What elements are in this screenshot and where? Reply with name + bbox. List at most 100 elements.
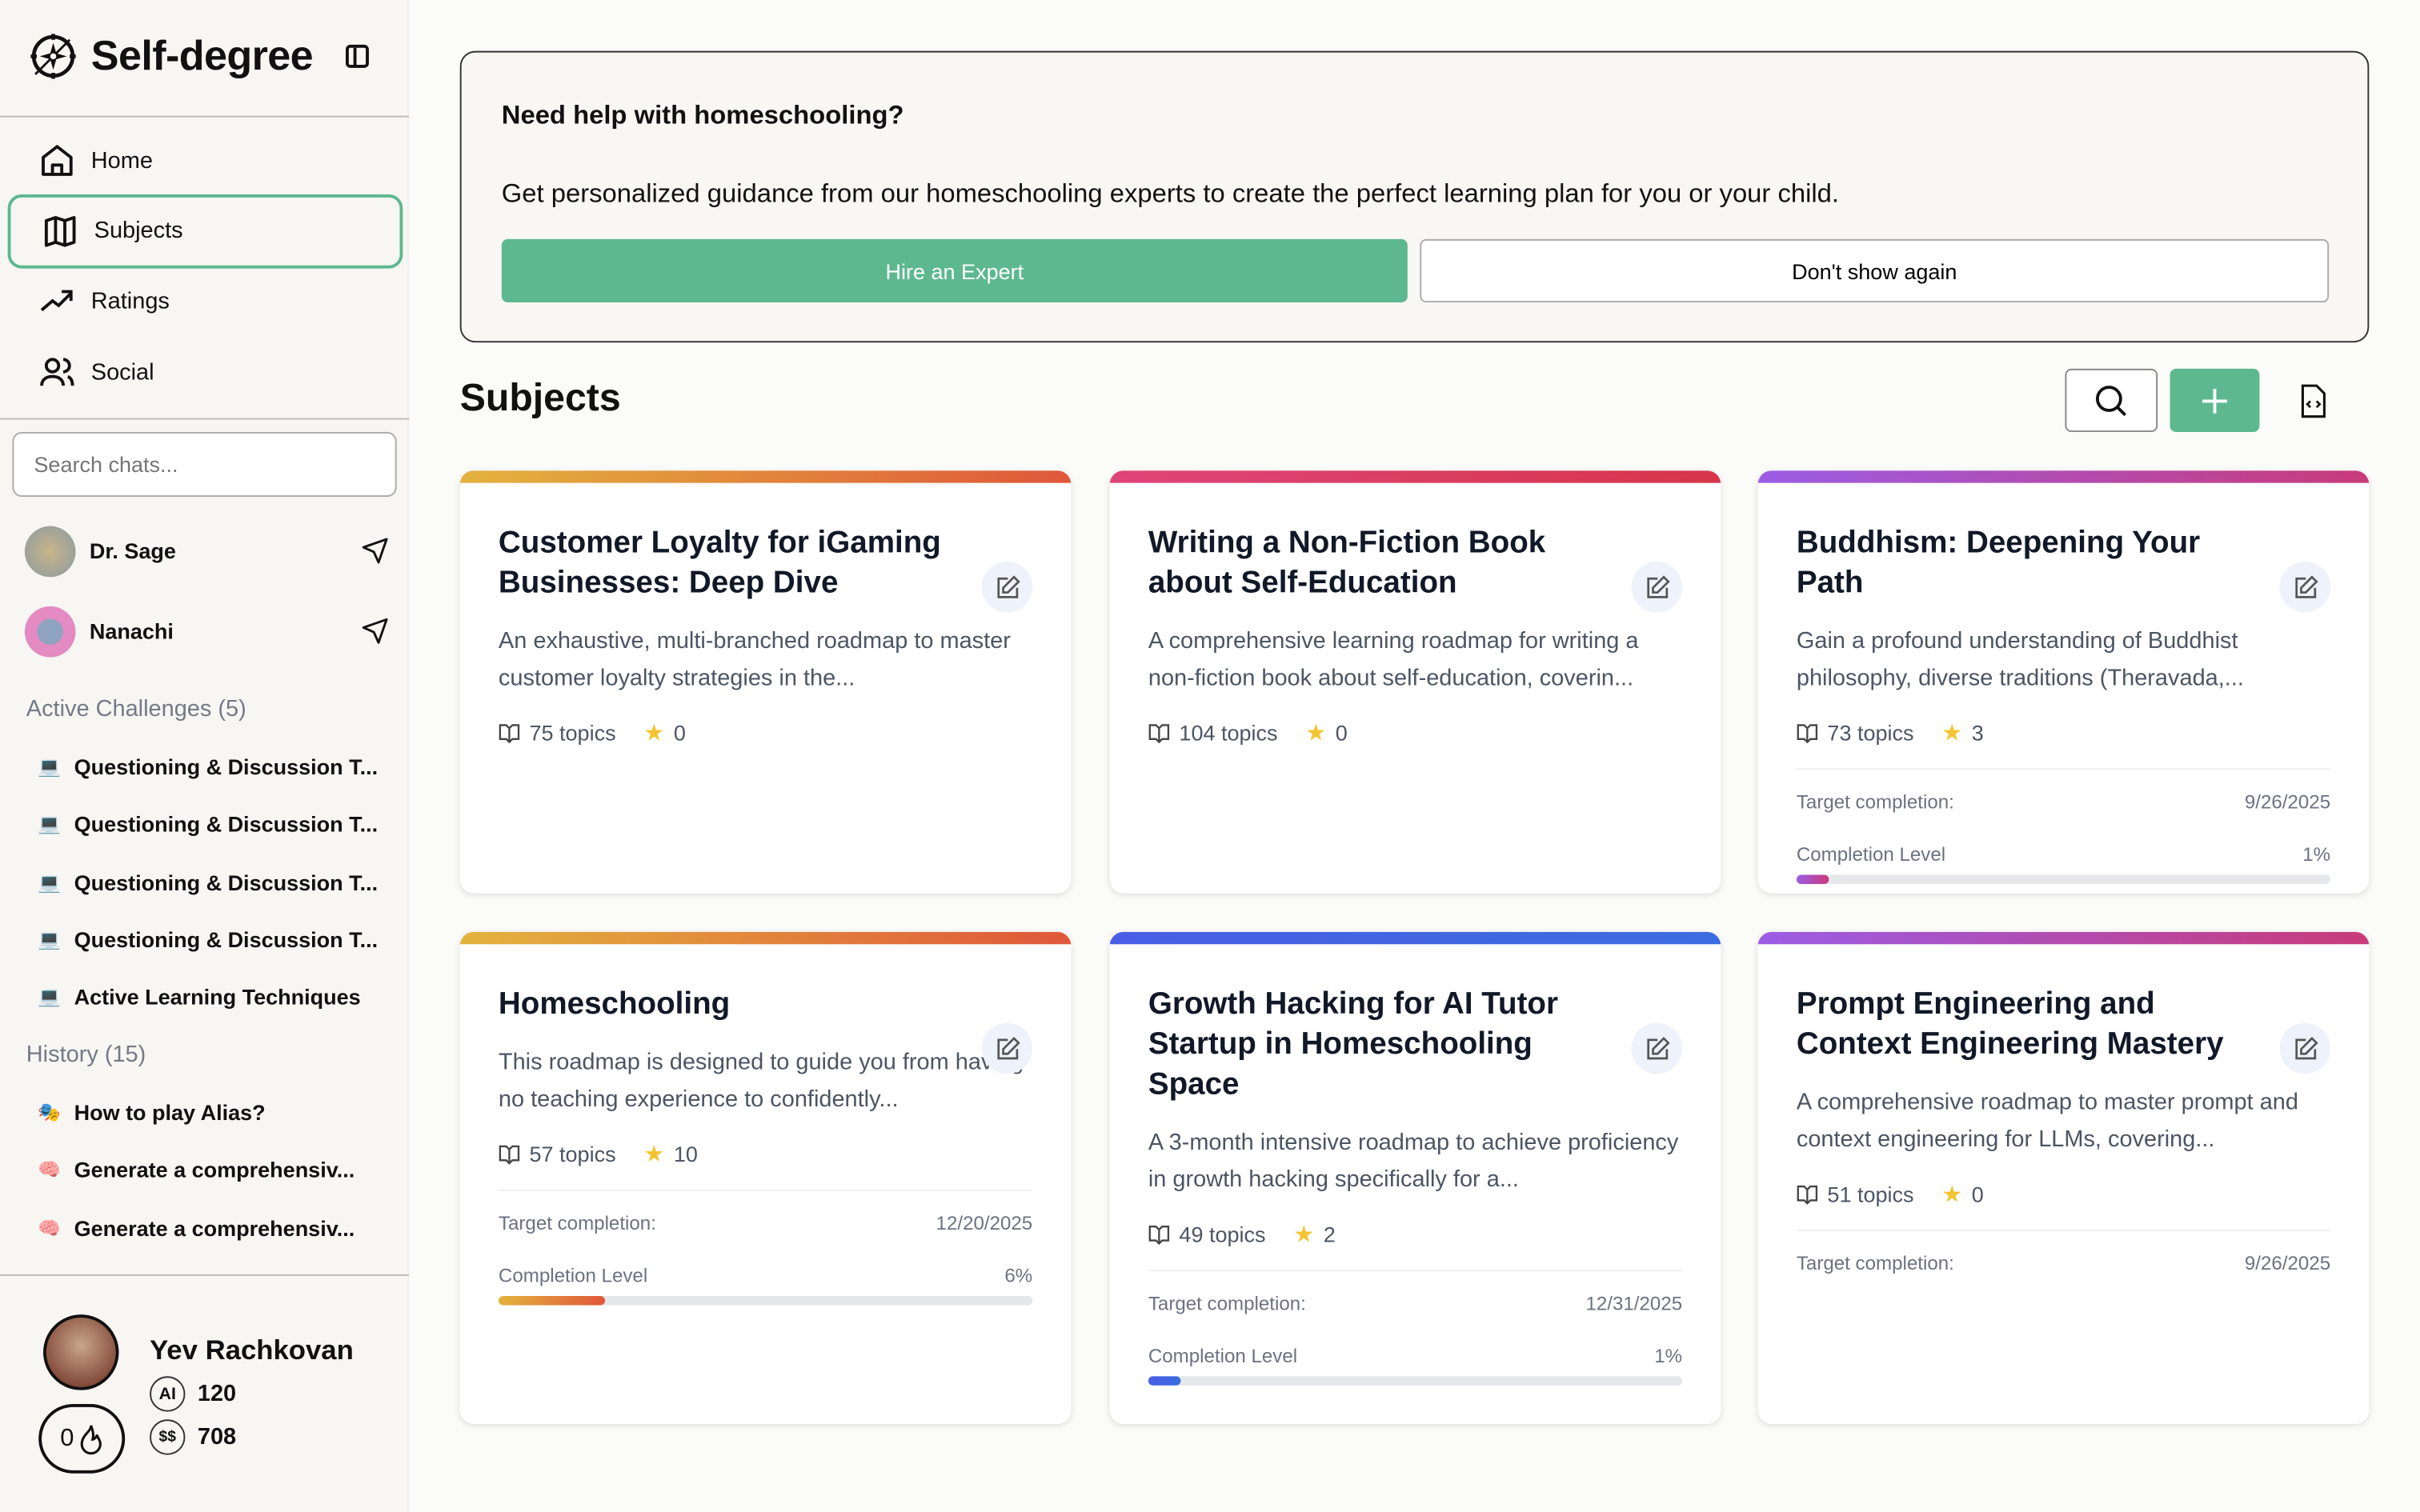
- book-open-icon: [1797, 724, 1818, 744]
- subject-card[interactable]: Growth Hacking for AI Tutor Startup in H…: [1109, 931, 1721, 1425]
- target-date: 9/26/2025: [2244, 1252, 2331, 1274]
- challenge-item[interactable]: 💻 Questioning & Discussion T...: [37, 927, 378, 952]
- hire-expert-button[interactable]: Hire an Expert: [501, 238, 1408, 302]
- edit-button[interactable]: [2279, 561, 2331, 613]
- star-count: 0: [1971, 1182, 1984, 1207]
- book-open-icon: [1797, 1185, 1818, 1205]
- import-json-button[interactable]: [2284, 369, 2342, 432]
- chat-label: Questioning & Discussion T...: [74, 754, 379, 779]
- card-title: Homeschooling: [498, 987, 731, 1022]
- subject-card[interactable]: Buddhism: Deepening Your Path Gain a prof…: [1757, 470, 2370, 894]
- star-count: 10: [673, 1142, 698, 1166]
- dont-show-again-button[interactable]: Don't show again: [1420, 238, 2330, 302]
- divider: [0, 1274, 410, 1276]
- target-label: Target completion:: [498, 1212, 656, 1234]
- agent-nanachi[interactable]: Nanachi: [24, 605, 389, 658]
- card-title: Prompt Engineering and Context Engineeri…: [1796, 987, 2224, 1062]
- divider: [498, 1189, 1033, 1191]
- history-item[interactable]: 🧠 Generate a comprehensiv...: [37, 1215, 355, 1240]
- avatar: [24, 605, 76, 657]
- sidebar-item-home[interactable]: Home: [8, 123, 403, 198]
- chat-emoji-icon: 💻: [38, 813, 62, 835]
- streak-count: 0: [60, 1425, 74, 1451]
- banner-text: Get personalized guidance from our homes…: [501, 178, 1839, 209]
- star-count: 3: [1971, 720, 1984, 746]
- target-label: Target completion:: [1796, 791, 1954, 814]
- card-accent-bar: [1757, 470, 2370, 483]
- home-icon: [42, 145, 73, 176]
- divider: [1796, 768, 2331, 770]
- history-item[interactable]: 🎭 How to play Alias?: [37, 1100, 265, 1125]
- file-code-icon: [2301, 383, 2326, 418]
- users-icon: [40, 358, 74, 386]
- edit-icon: [1646, 1036, 1669, 1059]
- subject-card[interactable]: Homeschooling This roadmap is designed to…: [459, 931, 1072, 1425]
- history-item[interactable]: 🧠 Generate a comprehensiv...: [37, 1158, 355, 1182]
- sidebar-item-ratings[interactable]: Ratings: [8, 265, 403, 339]
- star-icon: ★: [1293, 1222, 1315, 1249]
- progress-fill: [1148, 1376, 1180, 1386]
- user-avatar[interactable]: [42, 1314, 119, 1390]
- completion-percent: 1%: [2302, 843, 2331, 866]
- challenge-item[interactable]: 💻 Active Learning Techniques: [37, 985, 360, 1010]
- challenge-item[interactable]: 💻 Questioning & Discussion T...: [37, 812, 378, 837]
- edit-icon: [2294, 1036, 2318, 1059]
- star-count: 0: [1335, 720, 1348, 746]
- add-subject-button[interactable]: [2170, 368, 2260, 432]
- collapse-sidebar-button[interactable]: [345, 44, 369, 68]
- subject-card[interactable]: Customer Loyalty for iGaming Businesses:…: [459, 470, 1072, 894]
- chat-label: Generate a comprehensiv...: [74, 1158, 355, 1182]
- book-open-icon: [499, 1145, 520, 1165]
- completion-progress-bar: [1796, 874, 2331, 885]
- coins-count: 708: [197, 1424, 237, 1450]
- subject-card[interactable]: Prompt Engineering and Context Engineeri…: [1757, 931, 2370, 1425]
- card-title: Growth Hacking for AI Tutor Startup in H…: [1148, 987, 1558, 1102]
- completion-percent: 6%: [1004, 1265, 1033, 1287]
- divider: [0, 418, 410, 420]
- sidebar-item-label: Ratings: [90, 288, 170, 315]
- card-accent-bar: [1109, 470, 1721, 483]
- sidebar-item-social[interactable]: Social: [8, 335, 403, 410]
- edit-icon: [1646, 574, 1669, 598]
- edit-icon: [2294, 574, 2318, 598]
- edit-button[interactable]: [2279, 1022, 2331, 1074]
- search-chats-input[interactable]: [12, 431, 397, 497]
- search-icon: [2095, 385, 2127, 416]
- trending-up-icon: [40, 290, 73, 312]
- chat-label: How to play Alias?: [74, 1100, 266, 1125]
- challenge-item[interactable]: 💻 Questioning & Discussion T...: [37, 870, 378, 894]
- subject-card[interactable]: Writing a Non-Fiction Book about Self-Ed…: [1109, 470, 1721, 894]
- map-icon: [44, 215, 76, 246]
- card-description: This roadmap is designed to guide you fr…: [498, 1049, 1024, 1113]
- sidebar-item-label: Social: [90, 358, 154, 386]
- chat-emoji-icon: 🧠: [38, 1216, 62, 1238]
- search-button[interactable]: [2065, 368, 2158, 432]
- chat-emoji-icon: 💻: [38, 755, 62, 778]
- send-icon[interactable]: [361, 617, 389, 645]
- edit-button[interactable]: [981, 561, 1033, 613]
- agent-dr-sage[interactable]: Dr. Sage: [24, 525, 389, 578]
- edit-button[interactable]: [981, 1022, 1033, 1074]
- completion-label: Completion Level: [1148, 1345, 1298, 1367]
- book-open-icon: [499, 724, 520, 744]
- divider: [1796, 1230, 2331, 1231]
- chat-emoji-icon: 💻: [38, 928, 62, 950]
- challenge-item[interactable]: 💻 Questioning & Discussion T...: [37, 754, 378, 779]
- completion-progress-bar: [1148, 1376, 1683, 1386]
- star-icon: ★: [1941, 1182, 1963, 1209]
- sidebar-item-subjects[interactable]: Subjects: [7, 194, 403, 268]
- avatar: [24, 525, 76, 577]
- edit-button[interactable]: [1631, 1022, 1683, 1074]
- card-title: Buddhism: Deepening Your Path: [1796, 526, 2201, 601]
- flame-icon: [80, 1424, 102, 1454]
- target-label: Target completion:: [1148, 1293, 1306, 1315]
- send-icon[interactable]: [361, 537, 389, 565]
- topic-count: 73 topics: [1827, 720, 1914, 746]
- topic-count: 51 topics: [1827, 1182, 1914, 1207]
- edit-button[interactable]: [1631, 561, 1683, 613]
- card-title: Writing a Non-Fiction Book about Self-Ed…: [1148, 526, 1546, 601]
- chat-label: Questioning & Discussion T...: [74, 926, 379, 952]
- logo[interactable]: Self-degree: [28, 31, 314, 82]
- chat-label: Generate a comprehensiv...: [74, 1214, 355, 1240]
- completion-label: Completion Level: [1796, 843, 1946, 866]
